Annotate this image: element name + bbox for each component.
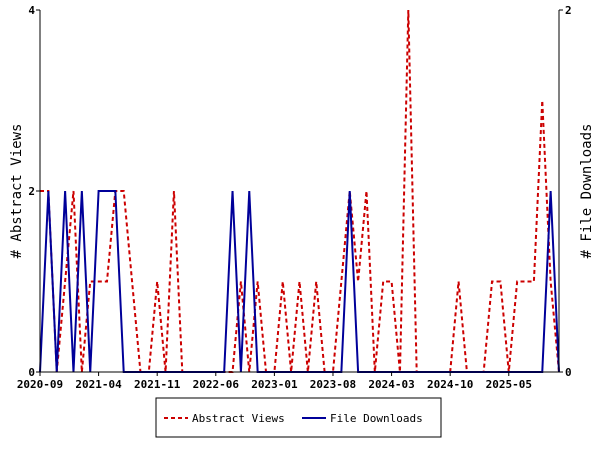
- legend-label-file-downloads: File Downloads: [330, 412, 423, 425]
- x-tick-label: 2022-06: [193, 378, 240, 391]
- series-line-file-downloads: [39, 190, 560, 373]
- y-axis-right-title: # File Downloads: [579, 124, 595, 259]
- x-tick-label: 2024-03: [368, 378, 414, 391]
- x-tick-label: 2023-08: [310, 378, 356, 391]
- y-right-tick-label: 2: [565, 4, 572, 17]
- x-tick-label: 2024-10: [427, 378, 473, 391]
- series-line-abstract-views: [40, 9, 560, 373]
- ticks: 0 2 4 0 2 2020-09 2021-04 2021-11 2022-06 2023-01…: [17, 4, 572, 391]
- y-right-tick-label: 0: [565, 366, 572, 379]
- y-left-tick-label: 0: [28, 366, 35, 379]
- y-left-tick-label: 4: [28, 4, 35, 17]
- axes: [39, 10, 560, 373]
- x-tick-label: 2025-05: [486, 378, 532, 391]
- x-tick-label: 2020-09: [17, 378, 63, 391]
- legend: Abstract Views File Downloads: [155, 397, 442, 438]
- x-tick-label: 2021-04: [75, 378, 122, 391]
- y-left-tick-label: 2: [28, 185, 35, 198]
- x-tick-label: 2023-01: [251, 378, 298, 391]
- x-tick-label: 2021-11: [134, 378, 181, 391]
- plot-area: [39, 9, 560, 373]
- y-axis-left-title: # Abstract Views: [9, 124, 25, 259]
- legend-box: [155, 397, 442, 438]
- legend-label-abstract-views: Abstract Views: [192, 412, 285, 425]
